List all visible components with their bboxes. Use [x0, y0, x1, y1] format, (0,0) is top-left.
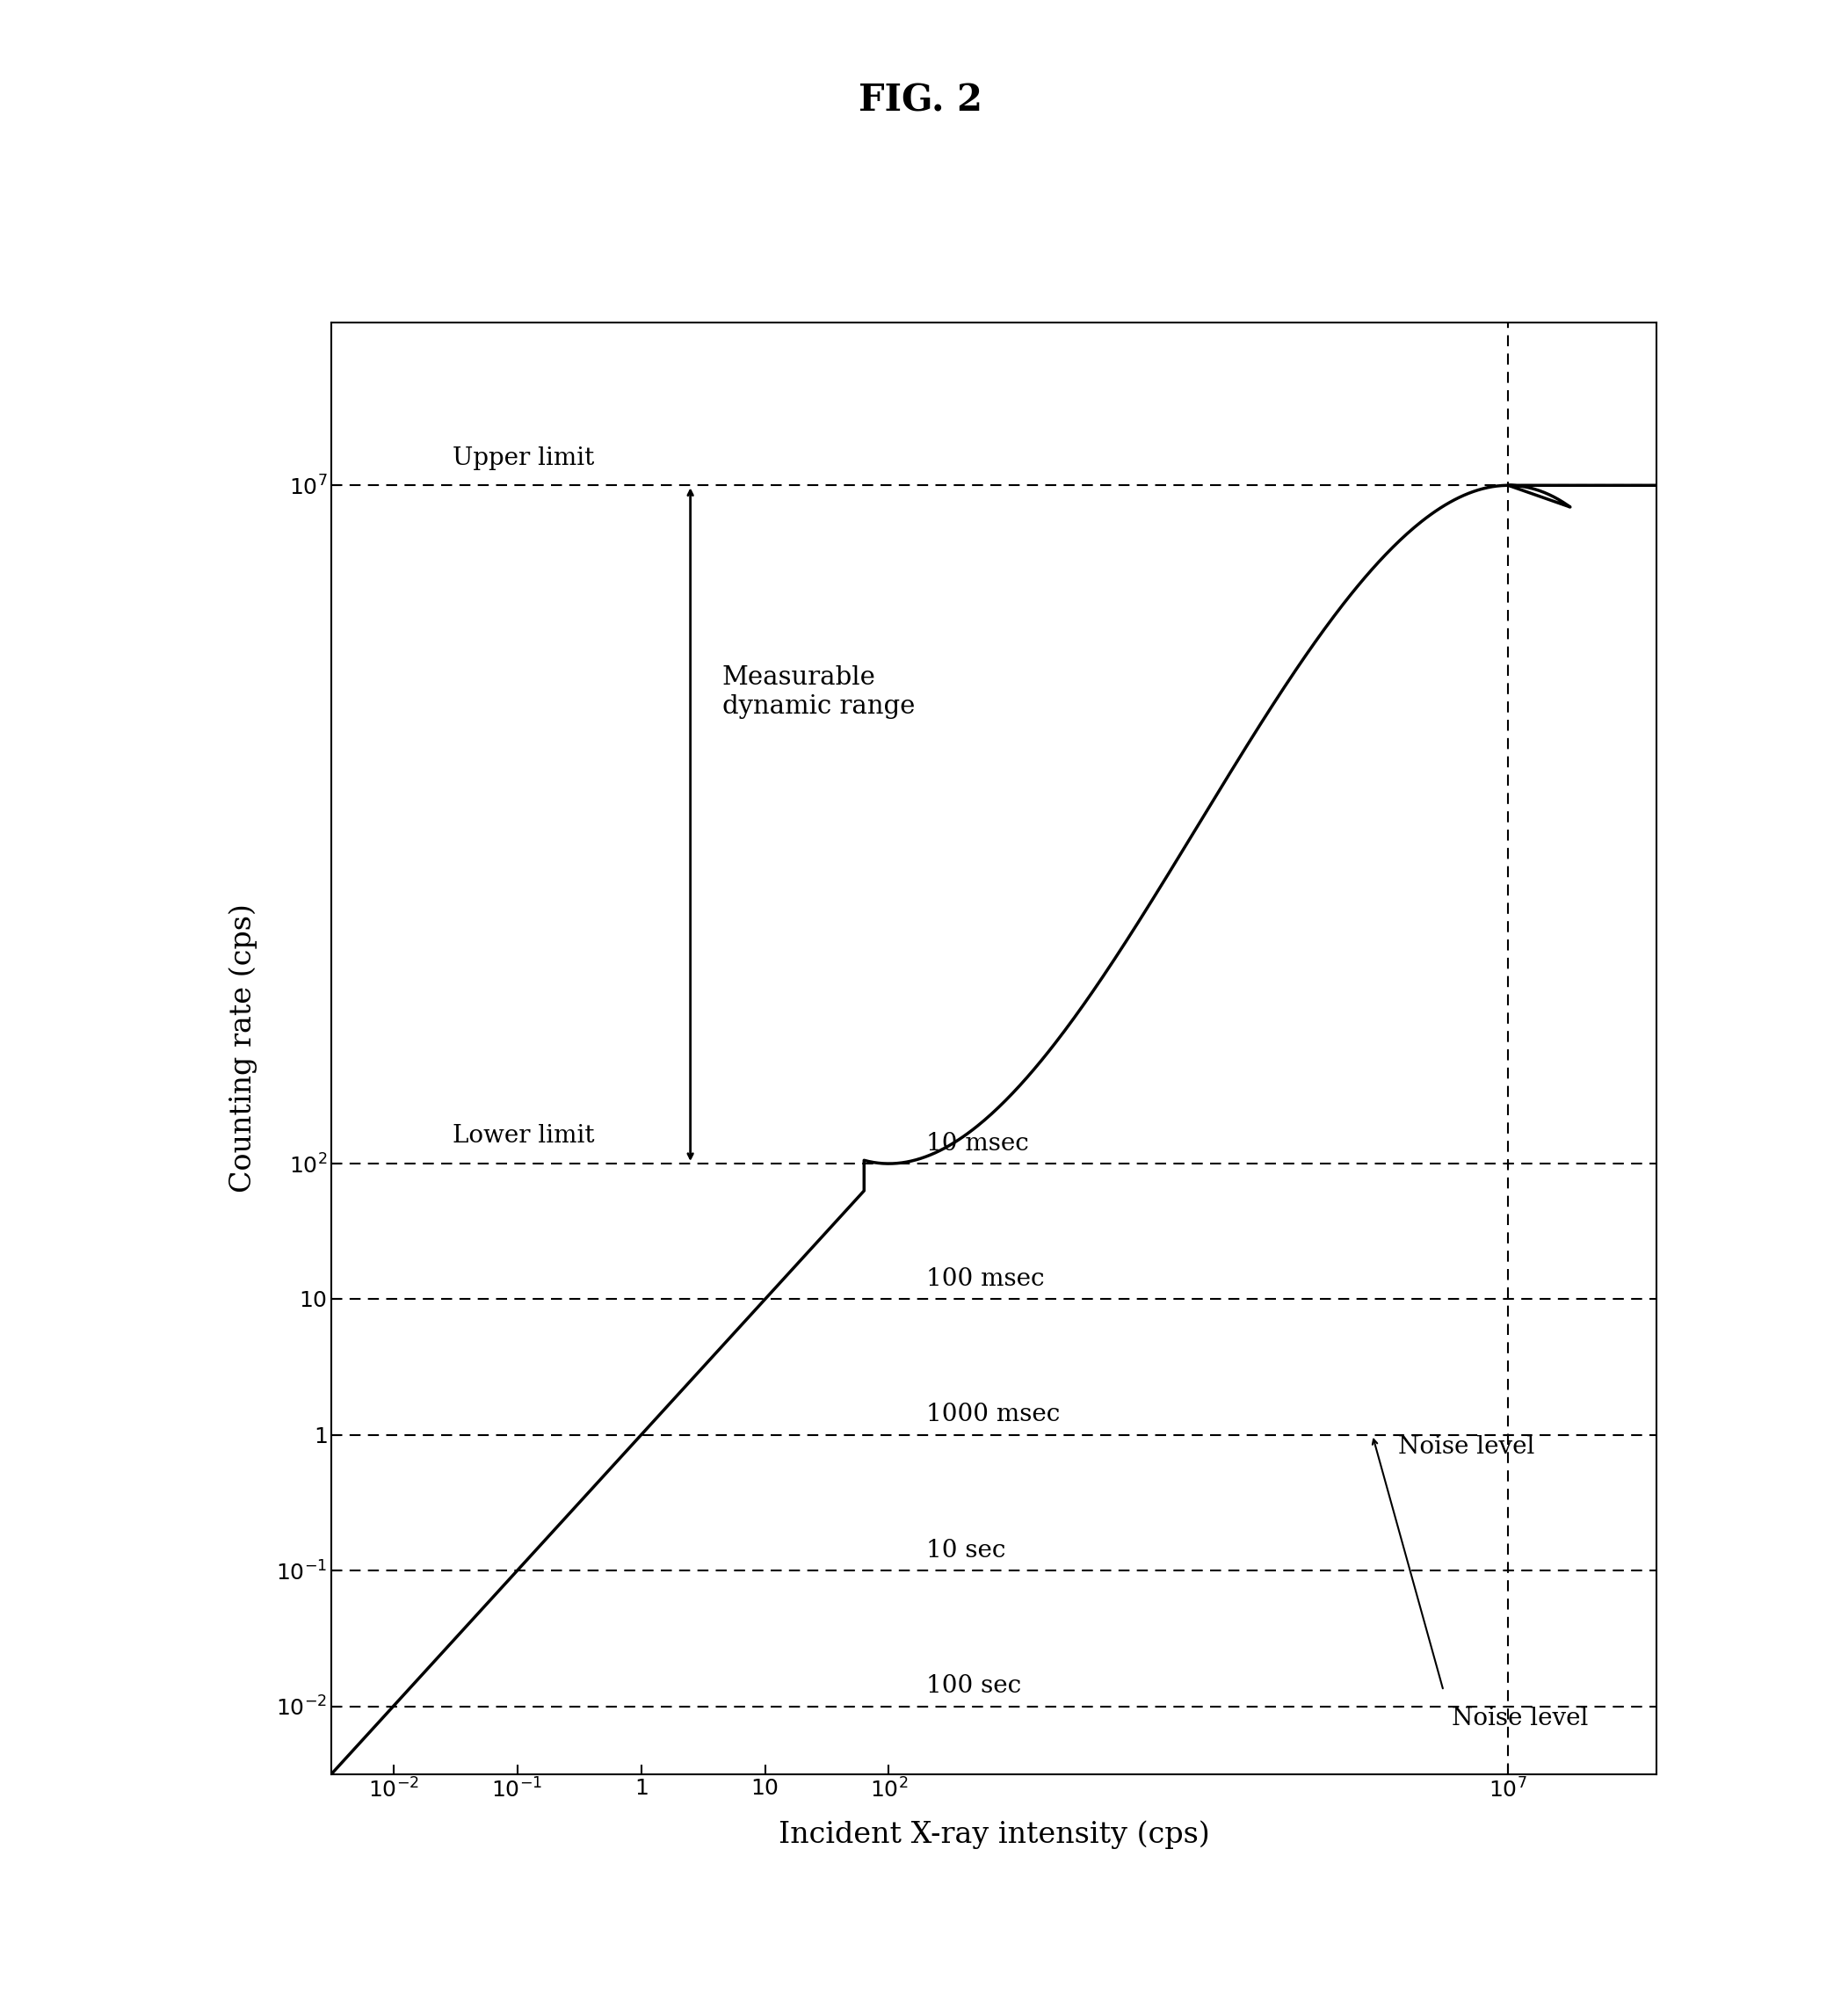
Text: 100 sec: 100 sec [926, 1675, 1022, 1697]
Text: 10 sec: 10 sec [926, 1538, 1005, 1562]
Text: FIG. 2: FIG. 2 [858, 83, 983, 119]
Text: Noise level: Noise level [1399, 1435, 1535, 1460]
Y-axis label: Counting rate (cps): Counting rate (cps) [228, 903, 258, 1193]
Text: 10 msec: 10 msec [926, 1131, 1029, 1155]
Text: Noise level: Noise level [1453, 1706, 1589, 1730]
Text: 100 msec: 100 msec [926, 1268, 1044, 1290]
Text: Upper limit: Upper limit [453, 446, 595, 470]
Text: Measurable
dynamic range: Measurable dynamic range [722, 665, 915, 718]
Text: 1000 msec: 1000 msec [926, 1403, 1060, 1427]
Text: Lower limit: Lower limit [453, 1125, 595, 1149]
X-axis label: Incident X-ray intensity (cps): Incident X-ray intensity (cps) [779, 1820, 1210, 1849]
